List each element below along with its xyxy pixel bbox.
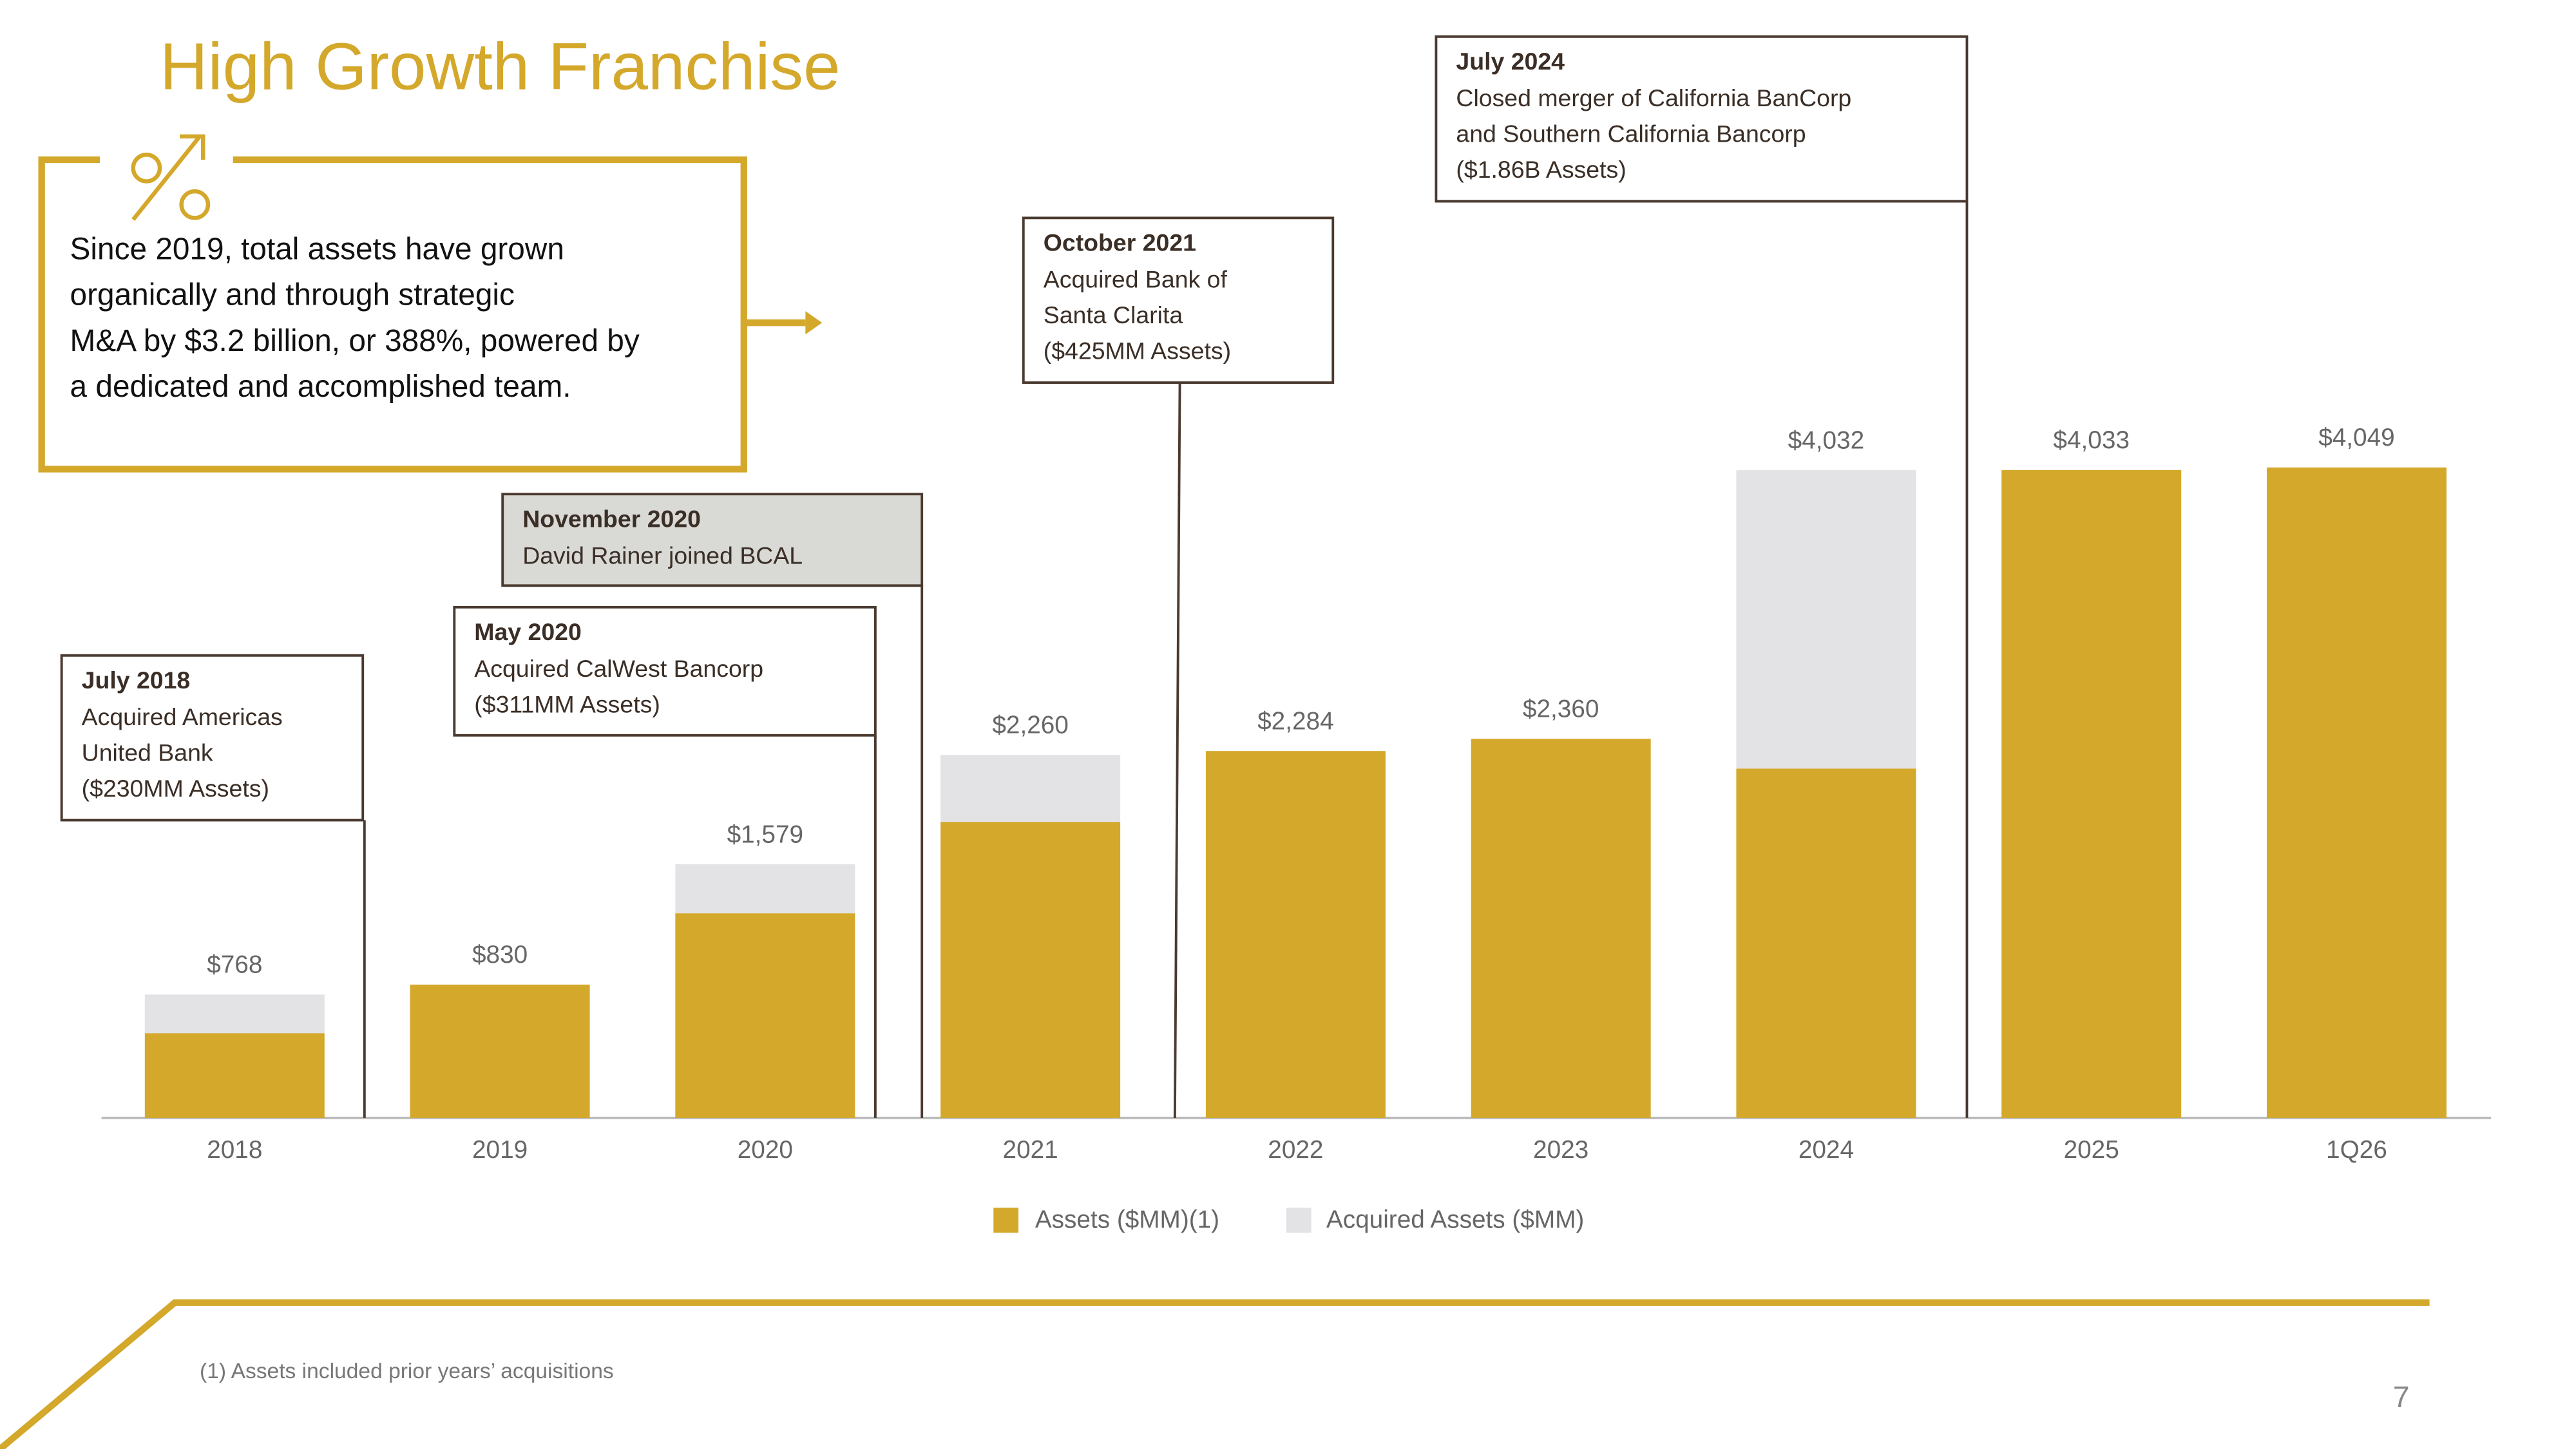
callout-line-text: ($311MM Assets) bbox=[474, 690, 660, 717]
total-label: $4,033 bbox=[2053, 426, 2129, 454]
total-label: $4,032 bbox=[1788, 426, 1864, 454]
text-box-line: Since 2019, total assets have grown bbox=[70, 232, 564, 267]
text-box-frame bbox=[38, 156, 747, 473]
callout-title: July 2024 bbox=[1456, 48, 1565, 75]
callout-box bbox=[60, 654, 365, 822]
total-label: $2,284 bbox=[1257, 707, 1333, 735]
callout-title: May 2020 bbox=[474, 618, 582, 645]
total-label: $768 bbox=[207, 951, 262, 979]
callout-line-text: Acquired Americas bbox=[82, 703, 283, 730]
callout-line-text: ($425MM Assets) bbox=[1044, 337, 1231, 365]
bar-segment bbox=[410, 984, 590, 1118]
callout-box bbox=[1435, 35, 1969, 203]
callout-line-text: ($1.86B Assets) bbox=[1456, 156, 1626, 183]
x-tick-label: 2022 bbox=[1268, 1136, 1323, 1164]
x-tick-label: 2018 bbox=[207, 1136, 262, 1164]
callout-line-text: United Bank bbox=[82, 739, 213, 766]
callout-title: July 2018 bbox=[82, 667, 191, 694]
callout-line bbox=[1173, 383, 1181, 1118]
bar-segment bbox=[940, 755, 1121, 822]
legend-swatch bbox=[1286, 1208, 1312, 1233]
total-label: $830 bbox=[472, 941, 528, 969]
percent-icon bbox=[131, 134, 211, 222]
text-box-line: a dedicated and accomplished team. bbox=[70, 370, 571, 404]
bar-segment bbox=[1205, 751, 1386, 1118]
text-box-line: organically and through strategic bbox=[70, 278, 515, 312]
callout-line-text: David Rainer joined BCAL bbox=[522, 542, 803, 569]
footer-line bbox=[0, 1299, 2430, 1449]
total-label: $2,360 bbox=[1523, 696, 1599, 723]
bar-segment bbox=[2266, 467, 2447, 1118]
slide-title: High Growth Franchise bbox=[160, 28, 840, 103]
callout-line-text: and Southern California Bancorp bbox=[1456, 120, 1806, 147]
footnote: (1) Assets included prior years’ acquisi… bbox=[200, 1359, 614, 1383]
page-number: 7 bbox=[2393, 1380, 2410, 1414]
bar-segment bbox=[2001, 469, 2182, 1118]
bar-segment bbox=[144, 1033, 325, 1118]
x-tick-label: 2019 bbox=[472, 1136, 528, 1164]
x-tick-label: 2025 bbox=[2064, 1136, 2119, 1164]
x-tick-label: 2023 bbox=[1533, 1136, 1589, 1164]
callout-line-text: Acquired CalWest Bancorp bbox=[474, 655, 763, 682]
text-box-line: M&A by $3.2 billion, or 388%, powered by bbox=[70, 324, 640, 358]
callout-line-text: ($230MM Assets) bbox=[82, 775, 269, 802]
callout-title: November 2020 bbox=[522, 505, 701, 532]
callout-line-text: Acquired Bank of bbox=[1044, 265, 1228, 292]
bar-segment bbox=[675, 913, 855, 1118]
callout-line-text: Closed merger of California BanCorp bbox=[1456, 84, 1851, 111]
total-label: $4,049 bbox=[2318, 424, 2394, 451]
legend-label: Assets ($MM)(1) bbox=[1035, 1206, 1219, 1233]
bar-segment bbox=[675, 864, 855, 914]
x-tick-label: 2021 bbox=[1003, 1136, 1058, 1164]
legend-swatch bbox=[993, 1208, 1019, 1233]
callout-box bbox=[453, 605, 877, 737]
total-label: $1,579 bbox=[727, 820, 803, 848]
arrow-head bbox=[805, 311, 823, 335]
x-tick-label: 2020 bbox=[738, 1136, 793, 1164]
callout-line-text: Santa Clarita bbox=[1044, 301, 1183, 328]
total-label: $2,260 bbox=[992, 711, 1068, 739]
legend-label: Acquired Assets ($MM) bbox=[1326, 1206, 1584, 1233]
x-tick-label: 1Q26 bbox=[2326, 1136, 2387, 1164]
x-tick-label: 2024 bbox=[1798, 1136, 1854, 1164]
callout-box bbox=[1022, 216, 1335, 384]
bar-segment bbox=[1736, 768, 1916, 1118]
bar-segment bbox=[940, 822, 1121, 1118]
bar-segment bbox=[1736, 470, 1916, 769]
bar-segment bbox=[144, 994, 325, 1034]
callout-title: October 2021 bbox=[1044, 229, 1196, 256]
callout-box bbox=[501, 493, 924, 587]
bar-segment bbox=[1471, 739, 1651, 1118]
